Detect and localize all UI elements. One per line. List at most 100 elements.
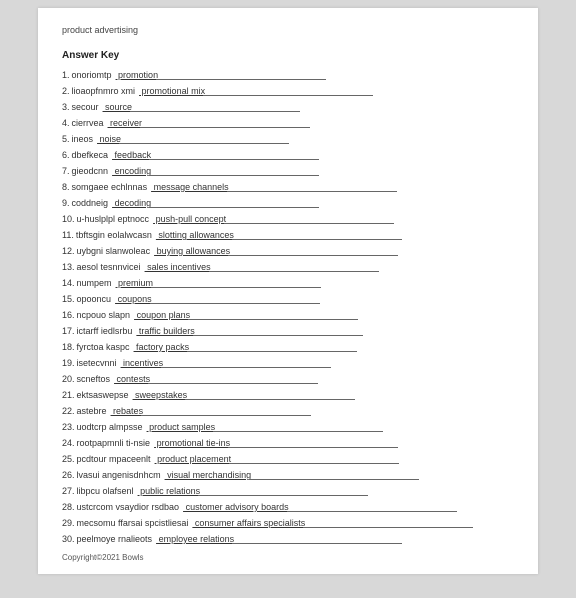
answer-item: 19.isetecvnni incentives	[62, 359, 514, 368]
blank-line	[156, 71, 326, 80]
item-answer: buying allowances	[154, 247, 230, 256]
item-number: 2.	[62, 87, 70, 96]
item-number: 21.	[62, 391, 75, 400]
item-answer: customer advisory boards	[183, 503, 289, 512]
item-scramble: uybgni slanwoleac	[77, 247, 151, 256]
blank-line	[228, 247, 398, 256]
item-number: 10.	[62, 215, 75, 224]
answer-item: 13.aesol tesnnvicei sales incentives	[62, 263, 514, 272]
item-answer: traffic builders	[136, 327, 194, 336]
blank-line	[198, 487, 368, 496]
item-number: 9.	[62, 199, 70, 208]
item-scramble: dbefkeca	[72, 151, 109, 160]
item-answer: employee relations	[156, 535, 234, 544]
item-answer: visual merchandising	[165, 471, 252, 480]
blank-line	[213, 423, 383, 432]
item-scramble: lioaopfnmro xmi	[72, 87, 136, 96]
answer-item: 8.somgaee echlnnas message channels	[62, 183, 514, 192]
item-answer: consumer affairs specialists	[192, 519, 305, 528]
blank-line	[228, 439, 398, 448]
answer-list: 1.onoriomtp promotion2.lioaopfnmro xmi p…	[62, 71, 514, 544]
item-number: 13.	[62, 263, 75, 272]
item-scramble: lvasui angenisdnhcm	[77, 471, 161, 480]
item-answer: receiver	[108, 119, 143, 128]
item-number: 14.	[62, 279, 75, 288]
page-title: product advertising	[62, 26, 514, 35]
item-answer: decoding	[112, 199, 151, 208]
item-scramble: isetecvnni	[77, 359, 117, 368]
item-number: 7.	[62, 167, 70, 176]
item-number: 29.	[62, 519, 75, 528]
answer-item: 22.astebre rebates	[62, 407, 514, 416]
item-number: 18.	[62, 343, 75, 352]
answer-item: 17.ictarff iedlsrbu traffic builders	[62, 327, 514, 336]
answer-item: 6.dbefkeca feedback	[62, 151, 514, 160]
item-answer: slotting allowances	[156, 231, 234, 240]
blank-line	[303, 519, 473, 528]
item-answer: source	[103, 103, 133, 112]
item-answer: sweepstakes	[133, 391, 188, 400]
item-answer: product samples	[147, 423, 216, 432]
answer-item: 28.ustcrcom vsaydior rsdbao customer adv…	[62, 503, 514, 512]
blank-line	[227, 183, 397, 192]
answer-key-heading: Answer Key	[62, 51, 514, 61]
blank-line	[187, 343, 357, 352]
item-number: 6.	[62, 151, 70, 160]
answer-item: 5.ineos noise	[62, 135, 514, 144]
blank-line	[209, 263, 379, 272]
document-page: product advertising Answer Key 1.onoriom…	[38, 8, 538, 574]
item-answer: rebates	[111, 407, 144, 416]
answer-item: 9.coddneig decoding	[62, 199, 514, 208]
item-answer: contests	[114, 375, 150, 384]
item-answer: promotional tie-ins	[154, 439, 230, 448]
blank-line	[140, 119, 310, 128]
item-answer: coupons	[115, 295, 152, 304]
item-number: 22.	[62, 407, 75, 416]
item-answer: coupon plans	[134, 311, 190, 320]
item-answer: incentives	[121, 359, 164, 368]
item-scramble: peelmoye rnalieots	[77, 535, 153, 544]
blank-line	[150, 295, 320, 304]
item-scramble: u-huslplpl eptnocc	[77, 215, 150, 224]
answer-item: 29.mecsomu ffarsai spcistliesai consumer…	[62, 519, 514, 528]
item-answer: encoding	[112, 167, 151, 176]
blank-line	[148, 375, 318, 384]
answer-item: 30.peelmoye rnalieots employee relations	[62, 535, 514, 544]
blank-line	[161, 359, 331, 368]
item-scramble: ineos	[72, 135, 94, 144]
item-scramble: fyrctoa kaspc	[77, 343, 130, 352]
item-scramble: scneftos	[77, 375, 111, 384]
item-scramble: ncpouo slapn	[77, 311, 131, 320]
answer-item: 3.secour source	[62, 103, 514, 112]
item-scramble: ictarff iedlsrbu	[77, 327, 133, 336]
item-answer: product placement	[155, 455, 232, 464]
item-scramble: rootpapmnli ti-nsie	[77, 439, 151, 448]
item-number: 17.	[62, 327, 75, 336]
item-number: 8.	[62, 183, 70, 192]
item-answer: promotional mix	[139, 87, 205, 96]
item-scramble: ektsaswepse	[77, 391, 129, 400]
blank-line	[185, 391, 355, 400]
item-number: 16.	[62, 311, 75, 320]
item-number: 24.	[62, 439, 75, 448]
item-answer: factory packs	[134, 343, 190, 352]
item-scramble: numpem	[77, 279, 112, 288]
blank-line	[149, 167, 319, 176]
answer-item: 24.rootpapmnli ti-nsie promotional tie-i…	[62, 439, 514, 448]
item-number: 3.	[62, 103, 70, 112]
item-scramble: uodtcrp almpsse	[77, 423, 143, 432]
blank-line	[151, 279, 321, 288]
blank-line	[249, 471, 419, 480]
blank-line	[232, 231, 402, 240]
item-answer: promotion	[116, 71, 159, 80]
blank-line	[287, 503, 457, 512]
blank-line	[232, 535, 402, 544]
answer-item: 7.gieodcnn encoding	[62, 167, 514, 176]
item-number: 26.	[62, 471, 75, 480]
answer-item: 4.cierrvea receiver	[62, 119, 514, 128]
item-scramble: secour	[72, 103, 99, 112]
blank-line	[229, 455, 399, 464]
item-answer: sales incentives	[145, 263, 211, 272]
item-answer: message channels	[151, 183, 229, 192]
item-answer: push-pull concept	[153, 215, 226, 224]
